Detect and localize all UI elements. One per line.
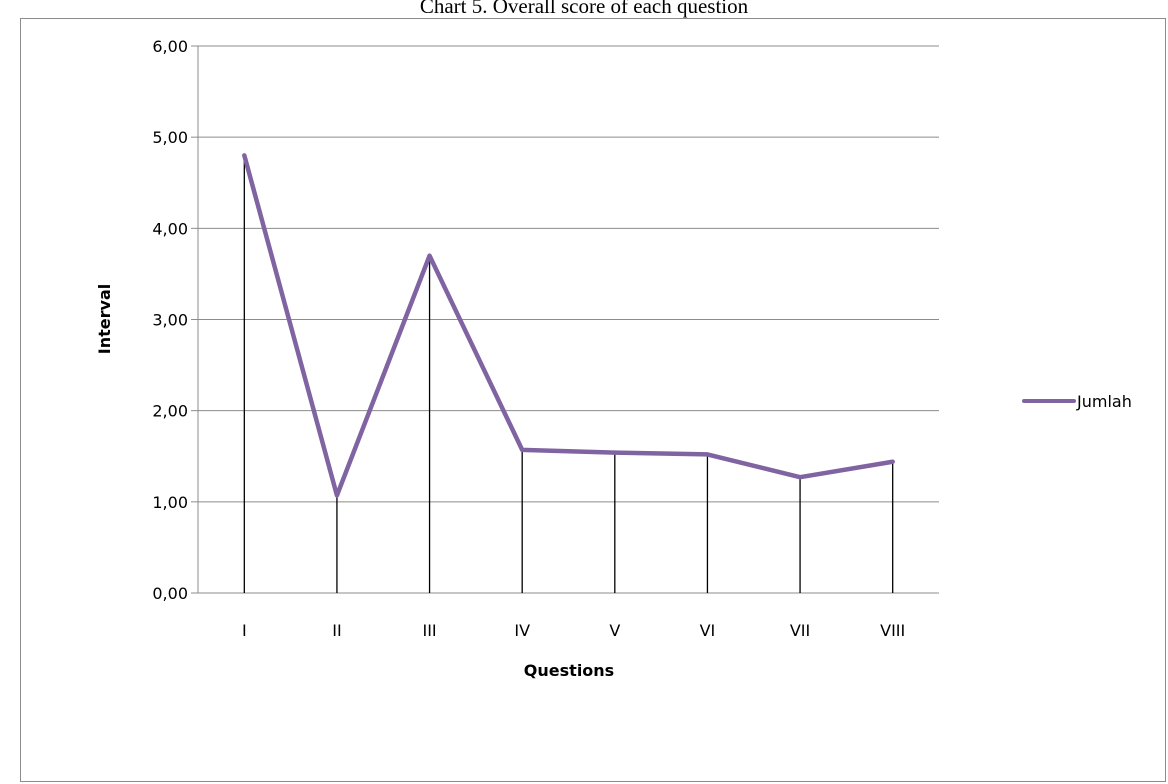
drop-lines	[243, 155, 894, 593]
x-tick-label: II	[332, 621, 341, 640]
chart-title: Chart 5. Overall score of each question	[419, 0, 749, 18]
axes	[191, 45, 939, 594]
data-point	[335, 493, 339, 498]
grid-lines	[198, 45, 939, 503]
x-tick-label: VIII	[880, 621, 905, 640]
y-tick-label: 2,00	[152, 402, 188, 421]
x-tick-labels: I II III IV V VI VII VIII	[242, 621, 905, 640]
y-tick-label: 1,00	[152, 493, 188, 512]
data-point	[427, 253, 432, 258]
data-point	[520, 448, 524, 452]
data-point	[798, 475, 802, 480]
series-layer	[242, 153, 895, 498]
y-tick-label: 6,00	[152, 37, 188, 56]
series-line	[242, 153, 895, 498]
y-axis-title: Interval	[95, 284, 114, 354]
x-tick-label: V	[609, 621, 620, 640]
y-tick-label: 0,00	[152, 584, 188, 603]
y-tick-label: 4,00	[152, 219, 188, 238]
y-tick-label: 5,00	[152, 128, 188, 147]
x-tick-label: III	[422, 621, 436, 640]
data-point	[613, 450, 617, 455]
x-tick-label: I	[242, 621, 247, 640]
legend-label: Jumlah	[1076, 392, 1132, 411]
legend: Jumlah	[1022, 392, 1132, 411]
y-tick-labels: 0,00 1,00 2,00 3,00 4,00 5,00 6,00	[152, 37, 188, 603]
data-point	[890, 459, 895, 464]
x-tick-label: IV	[514, 621, 530, 640]
x-axis-title: Questions	[524, 661, 614, 680]
x-tick-label: VII	[790, 621, 810, 640]
y-tick-label: 3,00	[152, 311, 188, 330]
chart-frame	[20, 18, 1166, 782]
x-tick-label: VI	[700, 621, 716, 640]
data-point	[242, 153, 247, 158]
data-point	[705, 452, 710, 457]
